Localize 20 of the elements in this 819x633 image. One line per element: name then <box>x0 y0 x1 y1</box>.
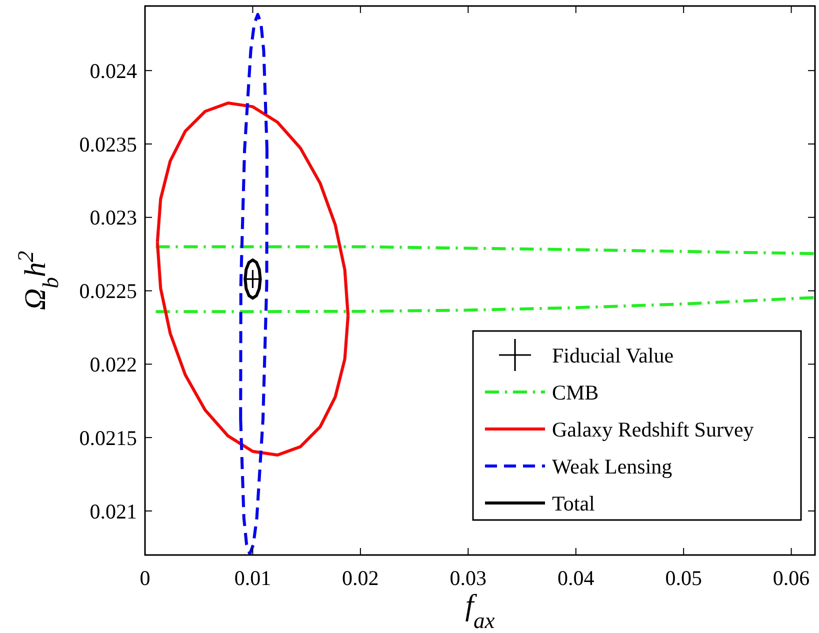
legend-label: Total <box>552 491 596 516</box>
legend-label: Fiducial Value <box>552 343 674 368</box>
x-axis-title: f$_{ax}$ <box>465 589 495 632</box>
legend-label: Galaxy Redshift Survey <box>552 417 754 442</box>
x-tick-label: 0 <box>140 566 150 590</box>
legend-label: Weak Lensing <box>552 454 673 478</box>
legend-label: CMB <box>552 380 599 404</box>
x-tick-label: 0.03 <box>450 566 487 590</box>
x-tick-label: 0.02 <box>342 566 379 590</box>
x-tick-label: 0.05 <box>665 566 702 590</box>
y-tick-label: 0.0225 <box>79 279 137 304</box>
y-tick-label: 0.0235 <box>79 132 137 156</box>
y-tick-label: 0.024 <box>90 58 138 83</box>
y-tick-label: 0.022 <box>90 352 137 377</box>
y-tick-label: 0.023 <box>90 206 137 230</box>
y-tick-label: 0.021 <box>90 499 137 524</box>
x-tick-label: 0.04 <box>557 566 595 590</box>
y-tick-label: 0.0215 <box>79 426 137 450</box>
x-tick-label: 0.01 <box>234 566 272 590</box>
x-tick-label: 0.06 <box>772 566 810 590</box>
